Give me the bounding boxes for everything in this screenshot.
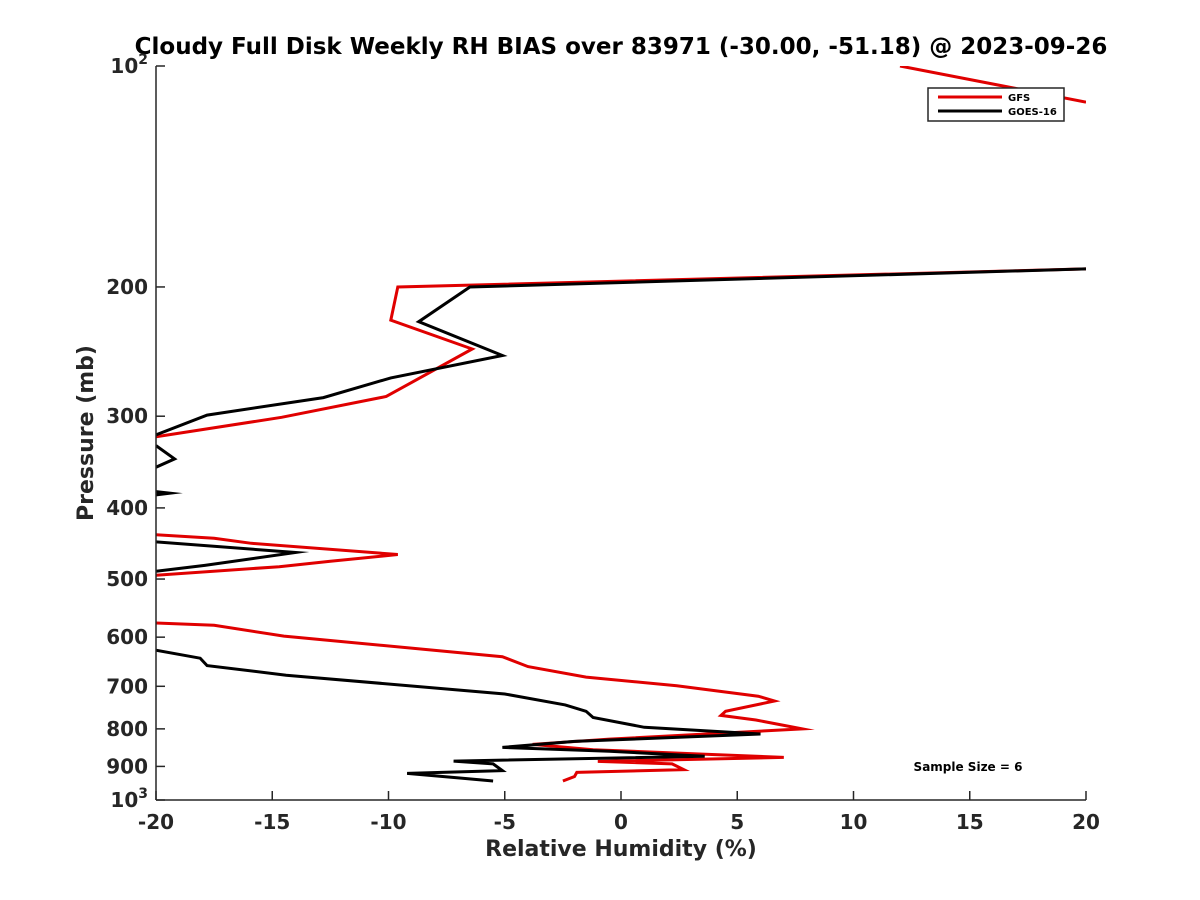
y-tick-label: 103 xyxy=(110,786,148,812)
legend-label-goes-16: GOES-16 xyxy=(1008,107,1057,118)
series-line-goes-16-3 xyxy=(156,540,310,573)
y-tick-label: 900 xyxy=(106,754,148,778)
legend: GFS GOES-16 xyxy=(927,87,1065,122)
y-tick-label: 200 xyxy=(106,275,148,299)
x-axis-label: Relative Humidity (%) xyxy=(485,837,757,862)
series-line-goes-16-4 xyxy=(156,648,761,783)
series-line-gfs-3 xyxy=(156,621,815,783)
series-line-goes-16-0 xyxy=(156,267,1086,437)
series-line-gfs-1 xyxy=(156,267,1086,439)
x-tick-label: -5 xyxy=(494,810,516,834)
sample-size-annotation: Sample Size = 6 xyxy=(914,760,1023,774)
plot-lines xyxy=(156,66,1086,783)
legend-box xyxy=(927,87,1065,122)
x-tick-label: -15 xyxy=(254,810,290,834)
x-tick-label: 10 xyxy=(840,810,868,834)
y-tick-label: 600 xyxy=(106,625,148,649)
y-tick-label: 700 xyxy=(106,674,148,698)
y-tick-label: 400 xyxy=(106,496,148,520)
y-tick-label: 500 xyxy=(106,567,148,591)
legend-label-gfs: GFS xyxy=(1008,93,1030,104)
x-tick-label: 5 xyxy=(730,810,744,834)
axes: -20 -15 -10 -5 0 5 10 15 20 102 200 300 400 500 600 700… xyxy=(106,52,1100,834)
x-tick-label: 15 xyxy=(956,810,984,834)
y-tick-label: 300 xyxy=(106,404,148,428)
x-tick-label: -20 xyxy=(138,810,174,834)
y-tick-label: 800 xyxy=(106,717,148,741)
x-tick-label: -10 xyxy=(370,810,406,834)
series-line-gfs-2 xyxy=(156,533,398,577)
y-tick-label: 102 xyxy=(110,52,148,78)
chart-title: Cloudy Full Disk Weekly RH BIAS over 839… xyxy=(135,34,1108,60)
x-tick-label: 20 xyxy=(1072,810,1100,834)
series-line-goes-16-1 xyxy=(156,444,178,469)
x-tick-label: 0 xyxy=(614,810,628,834)
series-line-goes-16-2 xyxy=(156,490,183,497)
y-axis-label: Pressure (mb) xyxy=(74,345,99,521)
